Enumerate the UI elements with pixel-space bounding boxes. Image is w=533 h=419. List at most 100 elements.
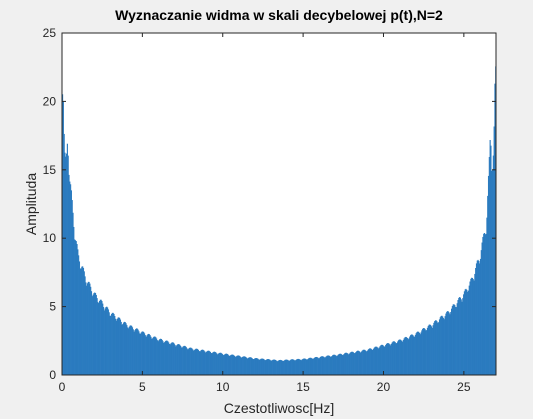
spectrum-bar — [160, 339, 163, 375]
spectrum-bar — [410, 334, 412, 375]
spectrum-bar — [438, 322, 440, 375]
spectrum-bar — [268, 359, 270, 375]
spectrum-bar — [155, 337, 157, 375]
spectrum-bar — [285, 359, 287, 375]
spectrum-bar — [168, 342, 170, 375]
spectrum-bar — [190, 347, 192, 375]
spectrum-bar — [96, 298, 98, 375]
spectrum-bar — [434, 320, 437, 375]
spectrum-bar — [134, 330, 136, 375]
spectrum-bar — [311, 358, 314, 375]
spectrum-bar — [163, 342, 165, 375]
spectrum-bar — [447, 311, 449, 375]
spectrum-bar — [131, 325, 133, 375]
spectrum-bar — [377, 347, 379, 375]
spectrum-bar — [178, 344, 180, 375]
y-tick-label: 15 — [43, 163, 57, 177]
spectrum-bar — [283, 360, 285, 375]
spectrum-bar — [317, 357, 319, 375]
spectrum-bar — [258, 359, 261, 375]
spectrum-bar — [332, 354, 334, 375]
spectrum-bar — [443, 319, 445, 375]
spectrum-bar — [491, 170, 494, 375]
spectrum-bar — [342, 355, 344, 375]
spectrum-bar — [262, 358, 265, 375]
spectrum-bar — [347, 353, 349, 375]
spectrum-bar — [378, 347, 380, 375]
spectrum-bar — [365, 350, 367, 375]
spectrum-bar — [202, 349, 204, 375]
spectrum-bar — [270, 360, 273, 375]
spectrum-bar — [459, 297, 461, 375]
spectrum-bar — [184, 345, 186, 375]
spectrum-bar — [86, 283, 89, 375]
spectrum-bar — [478, 261, 480, 375]
spectrum-bar — [477, 259, 479, 375]
spectrum-bar — [247, 357, 249, 375]
spectrum-bar — [87, 281, 89, 375]
spectrum-bar — [319, 357, 321, 375]
spectrum-bar — [290, 359, 292, 375]
spectrum-bar — [415, 333, 417, 375]
spectrum-bar — [376, 346, 378, 375]
spectrum-bar — [353, 353, 355, 375]
spectrum-bar — [150, 336, 152, 375]
spectrum-bar — [229, 355, 231, 375]
spectrum-bar — [450, 308, 453, 375]
spectrum-bar — [340, 354, 343, 375]
spectrum-bar — [253, 359, 255, 375]
spectrum-bar — [94, 293, 97, 375]
spectrum-bar — [98, 300, 101, 375]
spectrum-bar — [316, 357, 318, 375]
spectrum-bar — [473, 280, 475, 375]
spectrum-bar — [107, 307, 109, 375]
spectrum-bar — [206, 351, 208, 375]
spectrum-bar — [261, 358, 263, 375]
spectrum-bar — [184, 346, 187, 375]
spectrum-bar — [438, 319, 441, 375]
spectrum-bar — [455, 307, 457, 375]
spectrum-bar — [135, 328, 137, 375]
spectrum-bar — [315, 356, 318, 375]
spectrum-bar — [99, 299, 101, 375]
spectrum-bar — [289, 360, 291, 375]
spectrum-bar — [356, 351, 358, 375]
spectrum-bar — [128, 326, 130, 375]
spectrum-bar — [307, 358, 310, 375]
spectrum-bar — [105, 307, 107, 375]
spectrum-bar — [319, 356, 322, 375]
x-axis-label: Czestotliwosc[Hz] — [224, 400, 334, 416]
spectrum-bar — [156, 340, 158, 375]
spectrum-bar — [213, 351, 215, 375]
spectrum-bar — [248, 357, 250, 375]
spectrum-bar — [63, 133, 65, 375]
spectrum-bar — [174, 344, 176, 375]
spectrum-bar — [490, 145, 492, 375]
spectrum-bar — [244, 356, 246, 375]
spectrum-bar — [363, 349, 365, 375]
spectrum-bar — [472, 279, 474, 375]
spectrum-bar — [188, 347, 191, 375]
spectrum-bar — [452, 304, 454, 375]
spectrum-bar — [172, 342, 174, 375]
spectrum-bar — [71, 200, 73, 375]
spectrum-bar — [176, 344, 179, 375]
spectrum-bar — [284, 359, 286, 375]
spectrum-bar — [335, 355, 337, 375]
spectrum-bar — [139, 333, 142, 375]
spectrum-bar — [389, 345, 392, 375]
spectrum-bar — [157, 341, 159, 375]
spectrum-bar — [487, 195, 489, 375]
spectrum-bar — [328, 355, 330, 375]
spectrum-bar — [329, 356, 331, 375]
spectrum-bar — [97, 302, 99, 375]
spectrum-bar — [180, 346, 182, 375]
spectrum-bar — [266, 359, 269, 375]
spectrum-bar — [64, 152, 66, 375]
spectrum-bar — [440, 315, 442, 375]
spectrum-bar — [74, 239, 76, 375]
spectrum-bar — [188, 348, 190, 375]
spectrum-bar — [369, 348, 371, 375]
spectrum-bar — [409, 336, 411, 375]
spectrum-bar — [213, 351, 216, 375]
